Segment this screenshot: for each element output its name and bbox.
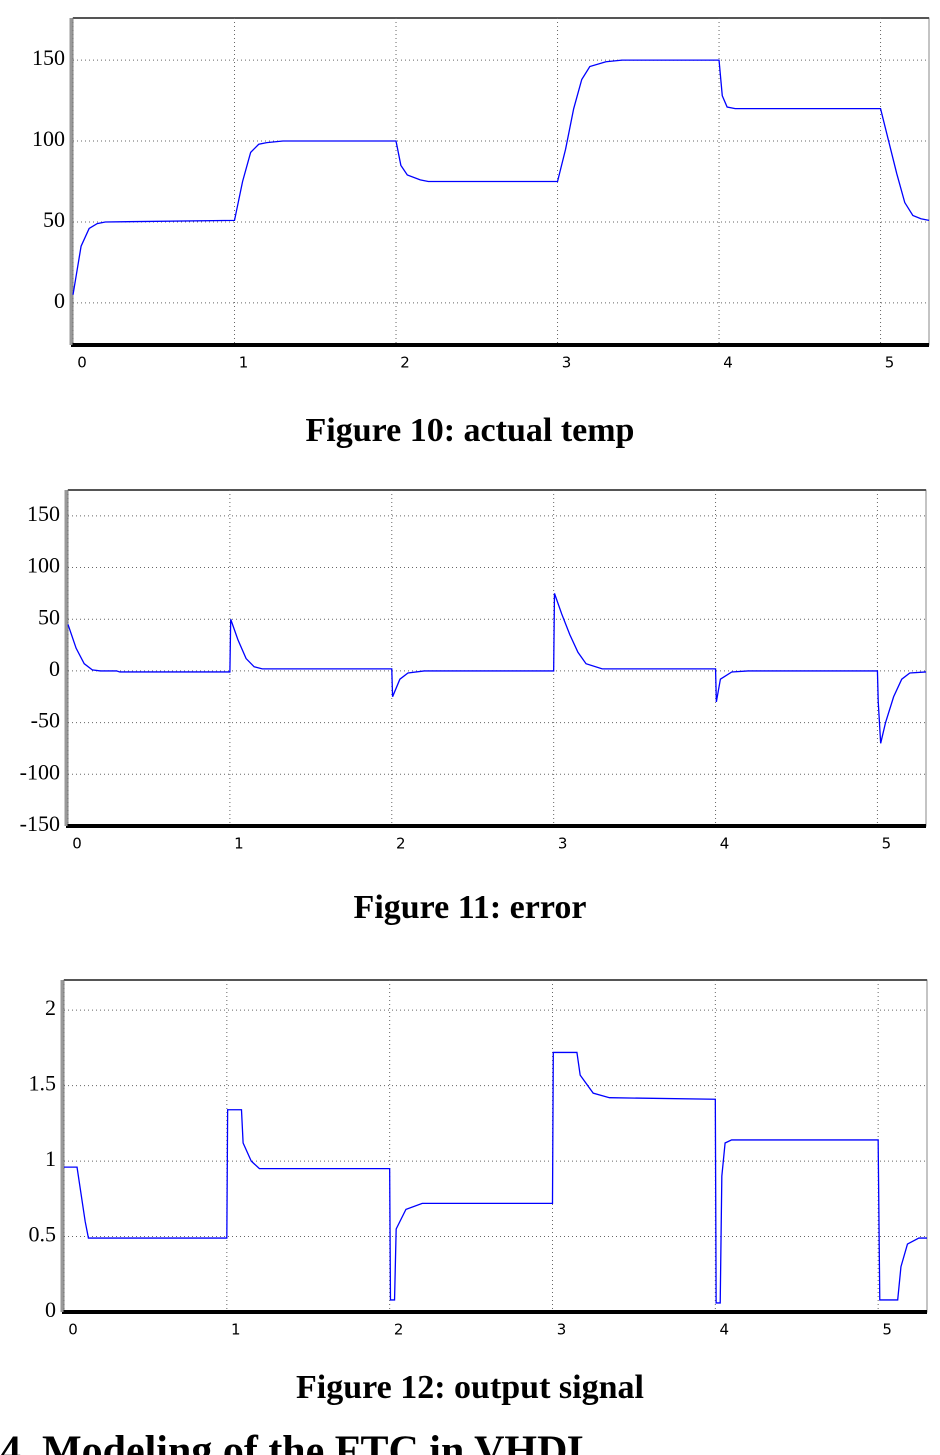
y-tick-label: -100	[20, 759, 60, 784]
x-tick-label: 2	[396, 835, 406, 853]
y-tick-label: 0	[54, 288, 65, 313]
x-tick-label: 3	[562, 354, 572, 372]
y-tick-label: 1	[45, 1146, 56, 1171]
plot-frame	[67, 489, 927, 827]
x-tick-label: 4	[723, 354, 733, 372]
y-tick-label: 100	[32, 126, 65, 151]
x-tick-label: 2	[394, 1321, 404, 1339]
figure-caption: Figure 12: output signal	[296, 1369, 644, 1406]
x-tick-label: 0	[77, 354, 87, 372]
x-tick-label: 4	[720, 1321, 730, 1339]
y-tick-label: 0	[49, 656, 60, 681]
y-tick-label: 0	[45, 1297, 56, 1322]
y-tick-label: 0.5	[29, 1222, 57, 1247]
data-line	[67, 593, 927, 744]
x-tick-label: 0	[72, 835, 82, 853]
x-tick-label: 1	[234, 835, 244, 853]
x-tick-label: 1	[231, 1321, 241, 1339]
y-tick-label: 150	[27, 501, 60, 526]
x-tick-label: 4	[720, 835, 730, 853]
y-tick-label: 50	[38, 604, 60, 629]
section-heading: 4. Modeling of the FTC in VHDL	[0, 1429, 595, 1455]
x-tick-label: 5	[882, 835, 892, 853]
figure-caption: Figure 11: error	[354, 889, 587, 926]
data-line	[72, 59, 930, 295]
y-tick-label: 1.5	[29, 1071, 57, 1096]
y-tick-label: 100	[27, 553, 60, 578]
y-tick-label: -50	[31, 708, 60, 733]
x-tick-label: 0	[68, 1321, 78, 1339]
figure-caption: Figure 10: actual temp	[306, 412, 635, 449]
x-tick-label: 3	[557, 1321, 567, 1339]
x-tick-label: 1	[239, 354, 249, 372]
y-tick-label: 50	[43, 207, 65, 232]
x-tick-label: 2	[400, 354, 410, 372]
x-tick-label: 3	[558, 835, 568, 853]
x-tick-label: 5	[882, 1321, 892, 1339]
x-tick-label: 5	[885, 354, 895, 372]
y-tick-label: -150	[20, 811, 60, 836]
plot-frame	[63, 979, 928, 1313]
data-line	[64, 1051, 927, 1304]
y-tick-label: 2	[45, 995, 56, 1020]
y-tick-label: 150	[32, 45, 65, 70]
